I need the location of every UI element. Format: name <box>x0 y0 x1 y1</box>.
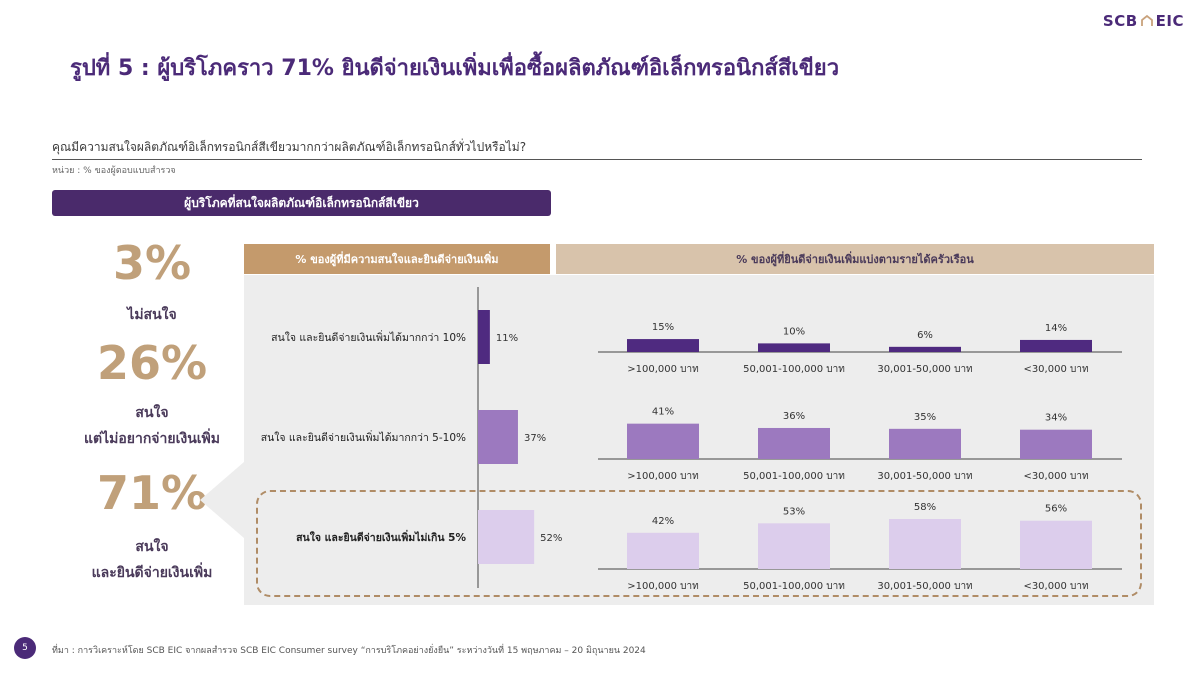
right-tick-label-r1-c4: <30,000 บาท <box>1023 364 1088 375</box>
right-bar-value-r1-c2: 10% <box>783 326 805 337</box>
right-bar-value-r1-c4: 14% <box>1045 323 1067 334</box>
logo-scb-text: SCB <box>1102 12 1138 30</box>
right-bar-value-r3-c2: 53% <box>783 506 805 517</box>
right-tick-label-r3-c4: <30,000 บาท <box>1023 581 1088 592</box>
right-bar-r1-c2 <box>758 343 830 352</box>
source-note: ที่มา : การวิเคราะห์โดย SCB EIC จากผลสำร… <box>52 646 646 656</box>
right-bar-value-r1-c1: 15% <box>652 322 674 333</box>
left-bar-3 <box>478 510 535 564</box>
unit-label: หน่วย : % ของผู้ตอบแบบสำรวจ <box>52 166 176 176</box>
right-tick-label-r2-c1: >100,000 บาท <box>627 471 698 482</box>
summary-pct-interested-no-pay: 26% <box>96 336 208 390</box>
right-tick-label-r2-c3: 30,001-50,000 บาท <box>877 471 972 482</box>
left-bar-value-3: 52% <box>540 533 562 544</box>
summary-pct-willing-to-pay: 71% <box>96 466 208 520</box>
right-tick-label-r2-c4: <30,000 บาท <box>1023 471 1088 482</box>
right-bar-r2-c3 <box>889 428 961 459</box>
right-bar-r3-c2 <box>758 523 830 569</box>
right-tick-label-r2-c2: 50,001-100,000 บาท <box>743 471 845 482</box>
right-bar-r2-c2 <box>758 427 830 459</box>
right-bar-value-r1-c3: 6% <box>917 330 933 341</box>
page-title: รูปที่ 5 : ผู้บริโภคราว 71% ยินดีจ่ายเงิ… <box>70 56 840 81</box>
summary-label-interested-no-pay-1: สนใจ <box>135 405 169 421</box>
right-tick-label-r1-c2: 50,001-100,000 บาท <box>743 364 845 375</box>
right-bar-r3-c1 <box>627 532 699 569</box>
right-tick-label-r3-c1: >100,000 บาท <box>627 581 698 592</box>
right-bar-value-r3-c3: 58% <box>914 502 936 513</box>
right-bar-r3-c4 <box>1020 520 1092 569</box>
summary-label-not-interested: ไม่สนใจ <box>127 307 177 323</box>
scb-eic-logo: SCB EIC <box>1103 12 1184 30</box>
right-tick-label-r3-c2: 50,001-100,000 บาท <box>743 581 845 592</box>
highlight-box <box>256 490 1142 597</box>
right-bar-value-r3-c4: 56% <box>1045 504 1067 515</box>
right-bar-value-r2-c3: 35% <box>914 412 936 423</box>
summary-label-willing-to-pay-1: สนใจ <box>135 539 169 555</box>
right-tick-label-r3-c3: 30,001-50,000 บาท <box>877 581 972 592</box>
right-bar-value-r3-c1: 42% <box>652 516 674 527</box>
callout-pointer <box>200 462 244 538</box>
left-bar-value-2: 37% <box>524 433 546 444</box>
right-bar-r1-c3 <box>889 346 961 352</box>
right-bar-value-r2-c2: 36% <box>783 411 805 422</box>
right-bar-r3-c3 <box>889 519 961 569</box>
page-number: 5 <box>14 637 36 659</box>
logo-eic-text: EIC <box>1155 12 1184 30</box>
right-tick-label-r1-c3: 30,001-50,000 บาท <box>877 364 972 375</box>
house-icon <box>1140 14 1154 28</box>
left-chart-header: % ของผู้ที่มีความสนใจและยินดีจ่ายเงินเพิ… <box>244 244 550 274</box>
left-bar-value-1: 11% <box>496 333 518 344</box>
summary-label-willing-to-pay-2: และยินดีจ่ายเงินเพิ่ม <box>91 565 213 581</box>
right-tick-label-r1-c1: >100,000 บาท <box>627 364 698 375</box>
left-bar-2 <box>478 410 518 464</box>
left-category-label-1: สนใจ และยินดีจ่ายเงินเพิ่มได้มากกว่า 10% <box>271 330 466 344</box>
left-category-label-2: สนใจ และยินดีจ่ายเงินเพิ่มได้มากกว่า 5-1… <box>261 430 466 444</box>
right-bar-value-r2-c4: 34% <box>1045 413 1067 424</box>
divider <box>52 159 1142 160</box>
right-bar-r2-c1 <box>627 423 699 459</box>
right-bar-value-r2-c1: 41% <box>652 407 674 418</box>
right-chart-header: % ของผู้ที่ยินดีจ่ายเงินเพิ่มแบ่งตามรายไ… <box>556 244 1154 274</box>
section-banner: ผู้บริโภคที่สนใจผลิตภัณฑ์อิเล็กทรอนิกส์ส… <box>52 190 551 216</box>
summary-label-interested-no-pay-2: แต่ไม่อยากจ่ายเงินเพิ่ม <box>83 431 221 447</box>
survey-question: คุณมีความสนใจผลิตภัณฑ์อิเล็กทรอนิกส์สีเข… <box>52 140 527 154</box>
left-bar-1 <box>478 310 490 364</box>
right-bar-r1-c1 <box>627 339 699 352</box>
right-bar-r1-c4 <box>1020 339 1092 352</box>
right-bar-r2-c4 <box>1020 429 1092 459</box>
left-category-label-3: สนใจ และยินดีจ่ายเงินเพิ่มไม่เกิน 5% <box>296 529 466 544</box>
summary-pct-not-interested: 3% <box>112 236 192 290</box>
